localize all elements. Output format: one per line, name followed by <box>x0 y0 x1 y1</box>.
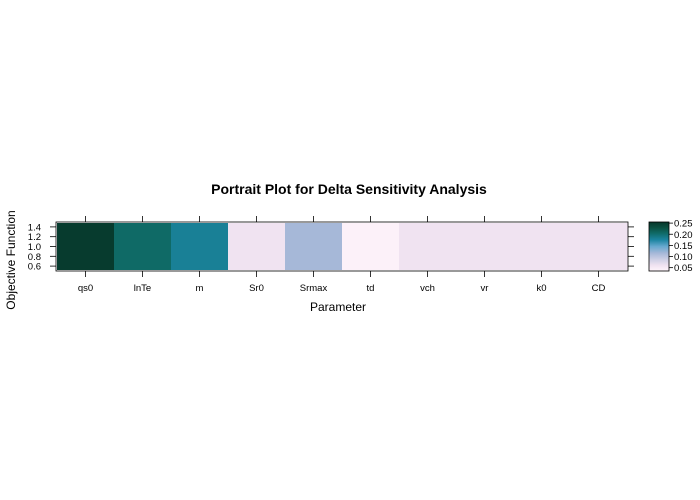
colorbar-band <box>649 252 669 254</box>
colorbar-band <box>649 261 669 263</box>
colorbar-band <box>649 260 669 262</box>
colorbar-band <box>649 266 669 268</box>
y-tick-label-0.6: 0.6 <box>28 262 41 273</box>
y-tick-label-0.8: 0.8 <box>28 252 41 263</box>
colorbar-band <box>649 241 669 243</box>
x-axis-title: Parameter <box>310 300 366 314</box>
colorbar-tick-label-0.15: 0.15 <box>674 241 693 252</box>
colorbar-tick-label-0.10: 0.10 <box>674 252 693 263</box>
colorbar-band <box>649 248 669 250</box>
colorbar-band <box>649 240 669 242</box>
colorbar: 0.050.100.150.200.25 <box>648 219 693 274</box>
colorbar-band <box>649 244 669 246</box>
heatmap-cell-k0 <box>513 223 571 270</box>
colorbar-frame <box>648 221 670 272</box>
colorbar-band <box>649 228 669 230</box>
heatmap-cell-m <box>171 223 229 270</box>
heatmap-cells <box>57 223 628 270</box>
colorbar-band <box>649 224 669 226</box>
colorbar-band <box>649 255 669 257</box>
heatmap-cell-Sr0 <box>228 223 286 270</box>
colorbar-band <box>649 235 669 237</box>
colorbar-band <box>649 227 669 229</box>
heatmap-cell-td <box>342 223 400 270</box>
colorbar-band <box>649 250 669 252</box>
x-tick-label-lnTe: lnTe <box>134 283 151 294</box>
colorbar-band <box>649 245 669 247</box>
x-tick-label-td: td <box>367 283 375 294</box>
colorbar-band <box>649 258 669 260</box>
colorbar-band <box>649 230 669 232</box>
colorbar-band <box>649 223 669 225</box>
x-tick-label-qs0: qs0 <box>78 283 93 294</box>
bottom-ticks <box>85 271 599 277</box>
colorbar-band <box>649 268 669 270</box>
top-ticks <box>85 216 599 222</box>
y-tick-label-1.4: 1.4 <box>28 222 41 233</box>
heatmap-cell-Srmax <box>285 223 343 270</box>
x-tick-label-vr: vr <box>481 283 489 294</box>
colorbar-tick-label-0.25: 0.25 <box>674 219 693 230</box>
chart-title: Portrait Plot for Delta Sensitivity Anal… <box>211 181 487 197</box>
colorbar-band <box>649 262 669 264</box>
colorbar-band <box>649 236 669 238</box>
colorbar-band <box>649 257 669 259</box>
x-tick-label-k0: k0 <box>536 283 546 294</box>
colorbar-band <box>649 249 669 251</box>
heatmap-cell-qs0 <box>57 223 115 270</box>
colorbar-band <box>649 222 669 224</box>
colorbar-band <box>649 243 669 245</box>
colorbar-band <box>649 256 669 258</box>
colorbar-band <box>649 253 669 255</box>
left-ticks <box>50 226 56 267</box>
colorbar-band <box>649 231 669 233</box>
colorbar-band <box>649 233 669 235</box>
plot-frame <box>55 221 629 272</box>
heatmap-cell-vr <box>456 223 514 270</box>
colorbar-band <box>649 247 669 249</box>
colorbar-band <box>649 229 669 231</box>
colorbar-band <box>649 246 669 248</box>
colorbar-tick-label-0.05: 0.05 <box>674 263 693 274</box>
colorbar-band <box>649 264 669 266</box>
heatmap-cell-CD <box>570 223 628 270</box>
colorbar-band <box>649 242 669 244</box>
y-axis-title: Objective Function <box>4 210 18 309</box>
colorbar-band <box>649 237 669 239</box>
x-tick-labels: qs0 lnTe m Sr0 Srmax td vch vr k0 CD <box>78 283 606 294</box>
heatmap-cell-vch <box>399 223 457 270</box>
colorbar-band <box>649 267 669 269</box>
x-tick-label-CD: CD <box>592 283 606 294</box>
x-tick-label-vch: vch <box>420 283 435 294</box>
colorbar-band <box>649 226 669 228</box>
x-tick-label-Srmax: Srmax <box>300 283 328 294</box>
colorbar-band <box>649 263 669 265</box>
right-ticks <box>628 226 634 267</box>
colorbar-tick-label-0.20: 0.20 <box>674 230 693 241</box>
colorbar-band <box>649 251 669 253</box>
colorbar-band <box>649 259 669 261</box>
colorbar-band <box>649 232 669 234</box>
colorbar-band <box>649 254 669 256</box>
y-tick-label-1.0: 1.0 <box>28 242 41 253</box>
y-tick-labels: 0.60.81.01.21.4 <box>28 222 41 272</box>
heatmap-cell-lnTe <box>114 223 172 270</box>
colorbar-band <box>649 238 669 240</box>
x-tick-label-m: m <box>196 283 204 294</box>
colorbar-band <box>649 265 669 267</box>
colorbar-band <box>649 234 669 236</box>
colorbar-band <box>649 269 669 271</box>
colorbar-band <box>649 239 669 241</box>
x-tick-label-Sr0: Sr0 <box>249 283 264 294</box>
y-tick-label-1.2: 1.2 <box>28 232 41 243</box>
colorbar-band <box>649 225 669 227</box>
